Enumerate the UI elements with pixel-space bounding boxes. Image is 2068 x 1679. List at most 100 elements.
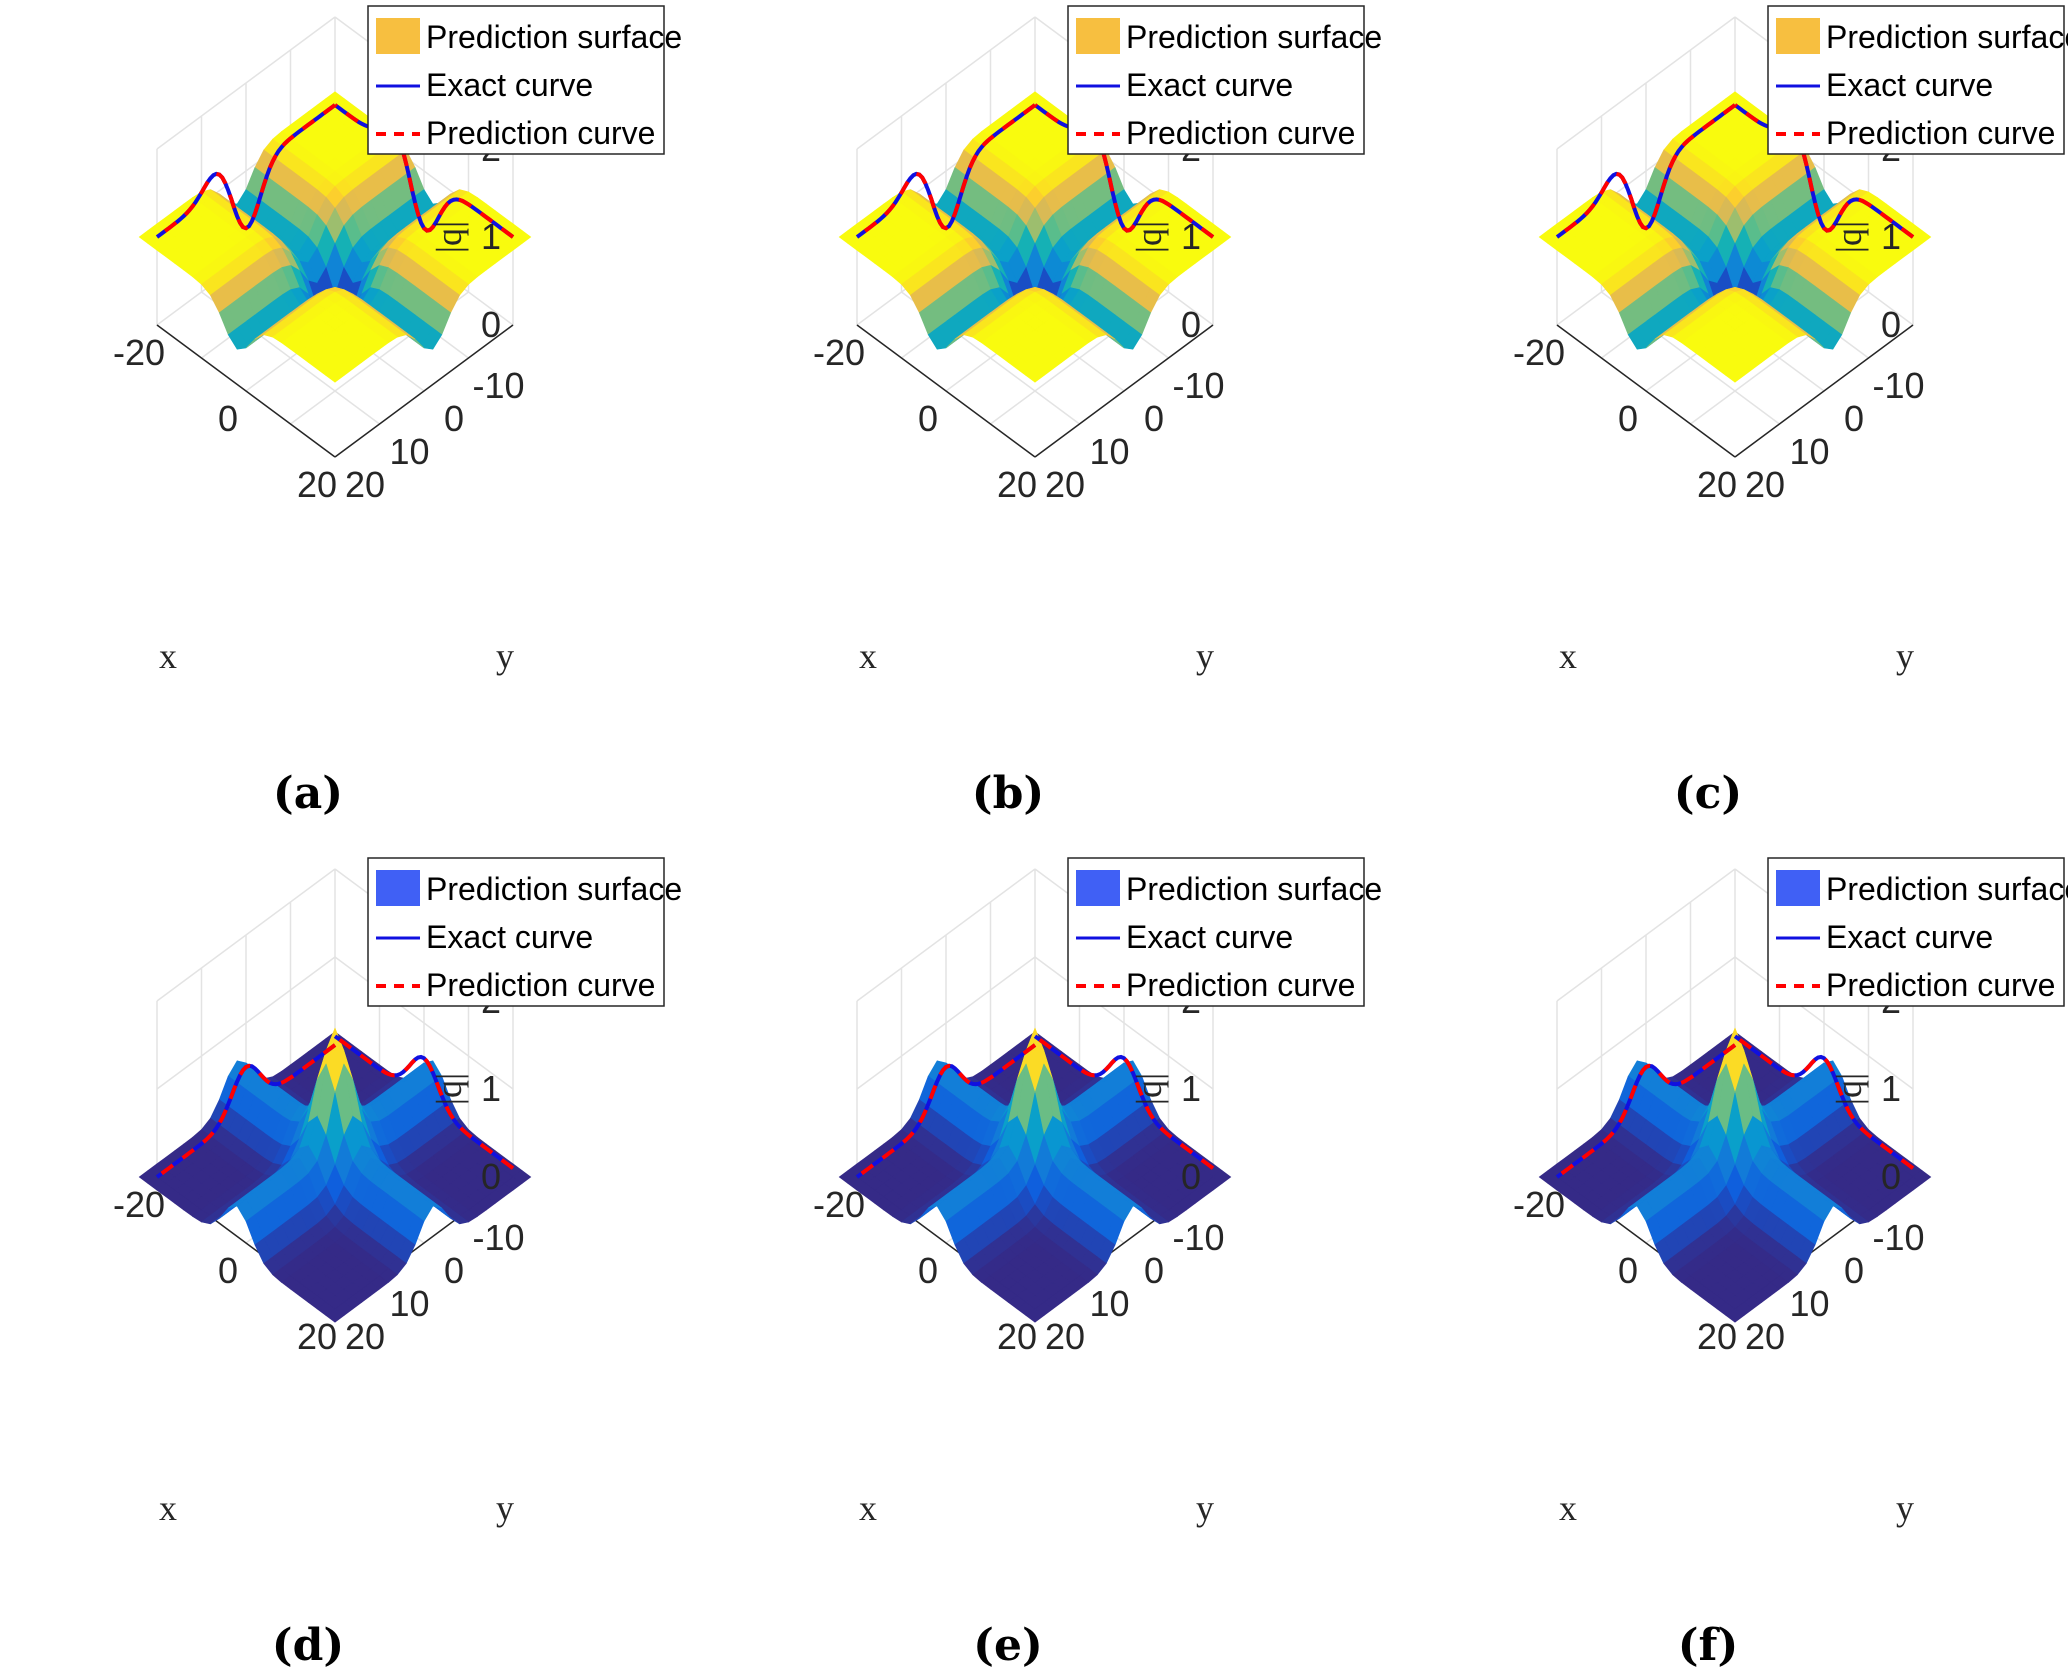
x-tick-label: 20 [1697, 1316, 1737, 1357]
y-tick-label: 10 [1089, 1283, 1129, 1324]
y-tick-label: 10 [1789, 431, 1829, 472]
y-tick-label: -10 [472, 365, 524, 406]
x-axis-label: x [859, 636, 877, 676]
prediction-curve-y [333, 103, 515, 239]
y-axis-label: y [496, 1488, 514, 1528]
z-tick-label: 0 [1881, 304, 1901, 345]
z-tick-label: 1 [1181, 216, 1201, 257]
z-axis-label: |q| [1829, 221, 1869, 253]
legend: Prediction surface Exact curve Prediction … [1767, 857, 2068, 1007]
z-tick-label: 0 [481, 304, 501, 345]
x-tick-label: -20 [813, 332, 865, 373]
legend-entry: Prediction surface [426, 871, 682, 907]
panel-caption: (e) [973, 1620, 1043, 1671]
prediction-curve-y [1033, 103, 1215, 239]
z-tick-label: 0 [1181, 1156, 1201, 1197]
legend-surface-swatch [1776, 870, 1820, 906]
prediction-curve-x [855, 1043, 1037, 1179]
x-tick-label: -20 [1513, 1184, 1565, 1225]
y-axis-label: y [1196, 1488, 1214, 1528]
prediction-curve-x [1555, 103, 1737, 239]
z-axis-label: |q| [429, 221, 469, 253]
z-tick-label: 1 [1181, 1068, 1201, 1109]
z-tick-label: 0 [1181, 304, 1201, 345]
legend-entry: Prediction curve [1126, 967, 1355, 1003]
x-axis-label: x [1559, 1488, 1577, 1528]
z-axis-label: |q| [429, 1073, 469, 1105]
y-tick-label: -10 [1172, 1217, 1224, 1258]
prediction-surface [838, 91, 1232, 383]
y-tick-label: 0 [444, 1250, 464, 1291]
legend-entry: Prediction surface [426, 19, 682, 55]
axis-lines [856, 324, 1214, 458]
x-tick-label: 0 [218, 398, 238, 439]
y-tick-label: 10 [1789, 1283, 1829, 1324]
legend-surface-swatch [1776, 18, 1820, 54]
panel-caption: (b) [972, 768, 1044, 819]
legend-entry: Exact curve [1126, 67, 1293, 103]
z-tick-label: 0 [481, 1156, 501, 1197]
panel-caption: (f) [1678, 1620, 1739, 1671]
legend-entry: Prediction curve [426, 967, 655, 1003]
z-axis-label: |q| [1129, 1073, 1169, 1105]
legend-surface-swatch [376, 18, 420, 54]
x-tick-label: 20 [1697, 464, 1737, 505]
y-tick-label: 0 [1844, 1250, 1864, 1291]
y-tick-label: 0 [1844, 398, 1864, 439]
z-tick-label: 0 [1881, 1156, 1901, 1197]
z-axis-label: |q| [1129, 221, 1169, 253]
y-tick-label: 10 [389, 431, 429, 472]
panel-caption: (d) [272, 1620, 344, 1671]
y-tick-label: 20 [1045, 464, 1085, 505]
x-tick-label: 0 [918, 398, 938, 439]
z-axis-label: |q| [1829, 1073, 1869, 1105]
y-tick-label: 20 [345, 464, 385, 505]
legend-entry: Prediction curve [1826, 967, 2055, 1003]
x-tick-label: -20 [113, 332, 165, 373]
x-axis-label: x [159, 1488, 177, 1528]
prediction-surface [1538, 1027, 1932, 1323]
y-tick-label: -10 [1172, 365, 1224, 406]
x-axis-label: x [159, 636, 177, 676]
y-tick-label: -10 [1872, 1217, 1924, 1258]
prediction-curve-y [1733, 103, 1915, 239]
x-tick-label: 20 [297, 1316, 337, 1357]
x-tick-label: 20 [997, 1316, 1037, 1357]
prediction-surface [838, 1027, 1232, 1323]
y-axis-label: y [496, 636, 514, 676]
x-tick-label: 20 [297, 464, 337, 505]
legend-surface-swatch [376, 870, 420, 906]
legend-entry: Prediction curve [426, 115, 655, 151]
x-tick-label: -20 [113, 1184, 165, 1225]
legend-entry: Exact curve [1826, 67, 1993, 103]
legend: Prediction surface Exact curve Prediction … [1067, 857, 1382, 1007]
y-tick-label: 20 [1745, 464, 1785, 505]
legend-surface-swatch [1076, 870, 1120, 906]
z-tick-label: 1 [481, 216, 501, 257]
y-tick-label: 20 [1745, 1316, 1785, 1357]
legend-entry: Prediction surface [1826, 19, 2068, 55]
panel-caption: (c) [1674, 768, 1742, 819]
prediction-curve-y [1733, 1034, 1915, 1170]
y-tick-label: 0 [1144, 1250, 1164, 1291]
x-axis-label: x [1559, 636, 1577, 676]
legend: Prediction surface Exact curve Prediction … [367, 857, 682, 1007]
legend-entry: Exact curve [426, 67, 593, 103]
y-axis-label: y [1896, 636, 1914, 676]
legend-entry: Prediction surface [1826, 871, 2068, 907]
prediction-curve-x [1555, 1043, 1737, 1179]
x-tick-label: -20 [1513, 332, 1565, 373]
x-tick-label: 0 [1618, 1250, 1638, 1291]
y-tick-label: 10 [1089, 431, 1129, 472]
prediction-curve-x [155, 1043, 337, 1179]
prediction-curve-x [155, 103, 337, 239]
legend-entry: Exact curve [1126, 919, 1293, 955]
y-tick-label: -10 [1872, 365, 1924, 406]
prediction-surface [138, 1027, 532, 1323]
